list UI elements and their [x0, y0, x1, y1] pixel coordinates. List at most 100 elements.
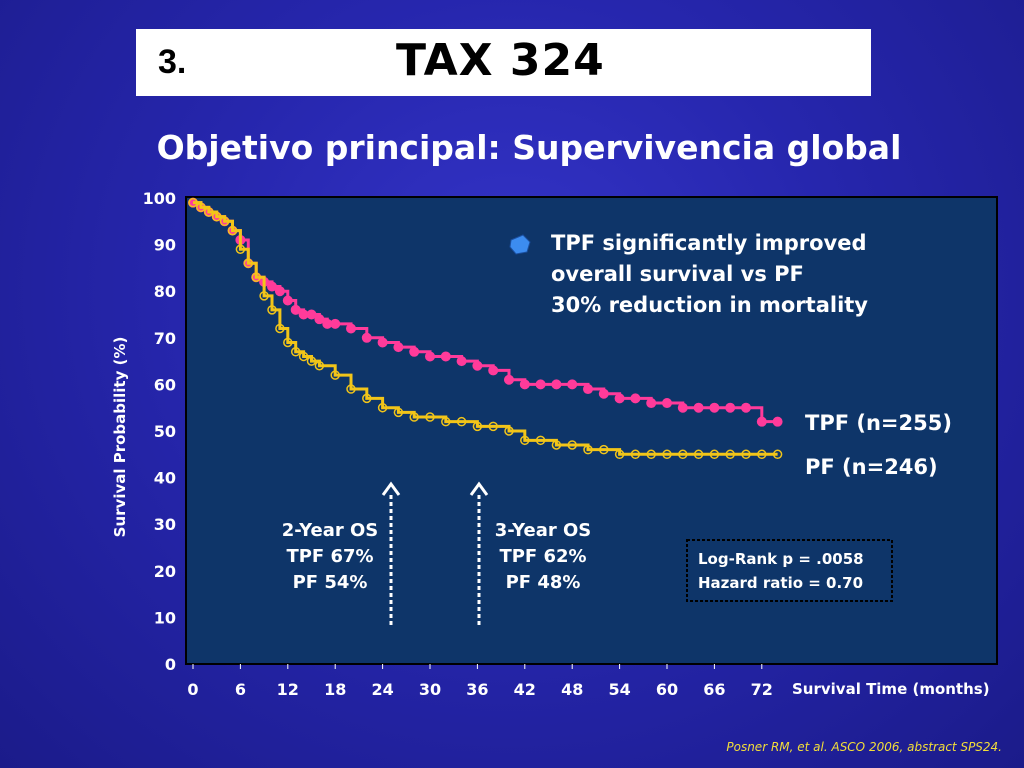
series-point-pf [243, 258, 254, 268]
x-tick-label: 36 [466, 680, 488, 699]
series-point-tpf [614, 393, 625, 404]
series-point-tpf [282, 295, 293, 306]
callout-line-2: overall survival vs PF [551, 262, 804, 286]
series-point-pf [535, 435, 546, 446]
year2-pf-label: PF 54% [293, 572, 368, 593]
series-point-tpf [306, 309, 317, 320]
y-tick-label: 50 [154, 422, 176, 441]
series-point-tpf [409, 346, 420, 357]
series-point-pf [583, 444, 593, 455]
y-tick-label: 90 [154, 236, 176, 255]
series-point-tpf [440, 351, 451, 362]
series-point-tpf [725, 402, 736, 413]
series-point-tpf [567, 379, 578, 390]
series-point-pf [330, 370, 340, 380]
y-tick-label: 70 [154, 329, 176, 348]
series-point-pf [196, 202, 206, 213]
series-point-tpf [709, 402, 720, 413]
series-point-pf [456, 416, 467, 427]
series-point-tpf [346, 323, 356, 334]
x-tick-label: 30 [419, 680, 441, 699]
title-box: 3. TAX 324 [136, 29, 871, 96]
series-point-tpf [677, 402, 688, 413]
series-point-pf [772, 449, 783, 460]
series-point-pf [614, 449, 625, 460]
series-point-pf [504, 426, 514, 436]
x-tick-label: 66 [703, 680, 725, 699]
series-point-pf [551, 440, 562, 450]
callout-line-3: 30% reduction in mortality [551, 293, 868, 317]
series-point-pf [757, 449, 767, 460]
series-point-tpf [630, 393, 641, 404]
year3-marker-arrow [469, 481, 489, 625]
series-point-pf [599, 444, 609, 455]
series-point-pf [251, 272, 261, 282]
slide-number: 3. [158, 43, 187, 81]
series-point-tpf [504, 374, 514, 385]
series-point-pf [488, 421, 498, 432]
stats-box [686, 539, 893, 602]
series-point-tpf [551, 379, 562, 390]
x-tick-label: 18 [324, 680, 346, 699]
series-point-pf [235, 244, 246, 255]
year3-os-label: 3-Year OS [495, 520, 592, 541]
series-point-tpf [756, 416, 767, 427]
series-point-pf [393, 407, 404, 418]
series-point-tpf [646, 398, 657, 409]
series-point-pf [678, 449, 688, 460]
x-tick-label: 48 [561, 680, 583, 699]
series-point-pf [662, 449, 672, 460]
x-axis-ticks: 0 6 12 18 24 30 36 42 48 54 60 66 72 [187, 664, 773, 699]
series-point-tpf [330, 318, 341, 329]
series-point-tpf [772, 416, 783, 427]
plot-area [185, 196, 998, 665]
y-tick-label: 40 [154, 469, 176, 488]
series-point-pf [188, 197, 198, 208]
series-point-pf [283, 337, 293, 348]
series-point-tpf [488, 365, 499, 376]
series-point-pf [227, 225, 238, 236]
series-point-pf [204, 207, 214, 217]
y-tick-label: 100 [143, 189, 176, 208]
x-tick-label: 12 [277, 680, 299, 699]
year3-tpf-label: TPF 62% [499, 546, 586, 567]
series-point-pf [630, 449, 641, 460]
series-point-tpf [519, 379, 530, 390]
year2-tpf-label: TPF 67% [286, 546, 373, 567]
slide-subtitle: Objetivo principal: Supervivencia global [156, 128, 902, 167]
x-tick-label: 42 [514, 680, 536, 699]
slide-title: TAX 324 [396, 35, 605, 86]
series-point-pf [709, 449, 720, 460]
series-line-pf [193, 201, 778, 456]
series-point-pf [306, 356, 317, 366]
x-tick-label: 60 [656, 680, 678, 699]
callout-line-1: TPF significantly improved [551, 231, 866, 255]
year2-os-label: 2-Year OS [282, 520, 379, 541]
series-point-pf [472, 421, 483, 432]
year3-pf-label: PF 48% [506, 572, 581, 593]
series-point-pf [259, 291, 269, 301]
x-tick-label: 6 [235, 680, 246, 699]
series-point-tpf [472, 360, 483, 371]
citation: Posner RM, et al. ASCO 2006, abstract SP… [726, 740, 1002, 754]
y-tick-label: 20 [154, 562, 176, 581]
x-tick-label: 0 [187, 680, 198, 699]
series-point-pf [346, 384, 356, 394]
series-point-pf [693, 449, 704, 460]
x-axis-label: Survival Time (months) [792, 680, 990, 698]
series-point-tpf [583, 384, 593, 395]
series-point-pf [425, 412, 435, 422]
x-tick-label: 72 [751, 680, 773, 699]
series-point-tpf [393, 342, 404, 353]
series-point-tpf [274, 286, 285, 297]
y-tick-label: 0 [165, 655, 176, 674]
y-tick-label: 60 [154, 375, 176, 394]
series-point-tpf [314, 314, 325, 325]
series-point-pf [275, 323, 285, 334]
series-point-tpf [662, 398, 672, 409]
y-axis-label: Survival Probability (%) [111, 337, 129, 538]
log-rank-stat: Log-Rank p = .0058 [698, 550, 864, 568]
hazard-ratio-stat: Hazard ratio = 0.70 [698, 574, 863, 592]
series-point-pf [362, 393, 372, 404]
series-point-tpf [290, 304, 301, 315]
